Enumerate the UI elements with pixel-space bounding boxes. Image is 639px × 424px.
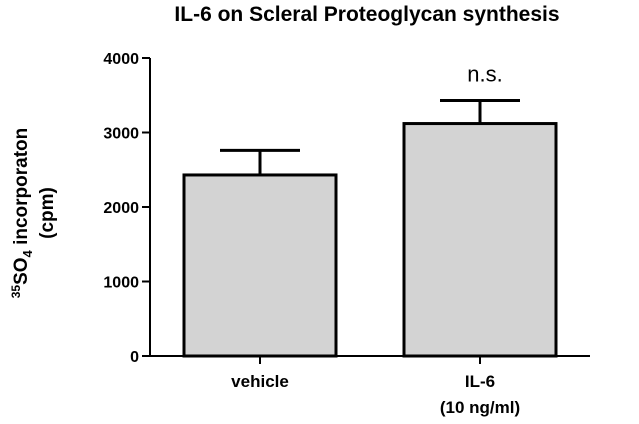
chart-title: IL-6 on Scleral Proteoglycan synthesis [174, 3, 559, 26]
x-tick-label: vehicle [231, 372, 289, 391]
x-tick-sublabel: (10 ng/ml) [440, 398, 520, 417]
y-tick-label: 1000 [103, 275, 139, 292]
bar-il-6 [402, 122, 558, 358]
y-axis-label: 35SO4 incorporaton (cpm) [9, 128, 58, 299]
y-tick-label: 3000 [103, 126, 139, 143]
y-axis-label-subscript: 4 [20, 249, 35, 257]
y-axis-label-main: incorporaton [11, 128, 32, 250]
y-axis-label-isotope: 35 [9, 285, 23, 299]
y-tick-label: 0 [130, 349, 139, 366]
significance-annotation: n.s. [467, 61, 502, 86]
y-axis-label-unit: (cpm) [37, 187, 58, 239]
y-tick-label: 2000 [103, 200, 139, 217]
bar-vehicle [182, 173, 338, 358]
y-tick-label: 4000 [103, 51, 139, 68]
y-axis-label-compound: SO [11, 257, 32, 284]
category-labels: vehicle IL-6 (10 ng/ml) [231, 372, 520, 417]
x-tick-label: IL-6 [465, 372, 495, 391]
bars: n.s. [182, 61, 558, 358]
svg-text:35SO4 incorporaton: 35SO4 incorporaton [9, 128, 35, 299]
